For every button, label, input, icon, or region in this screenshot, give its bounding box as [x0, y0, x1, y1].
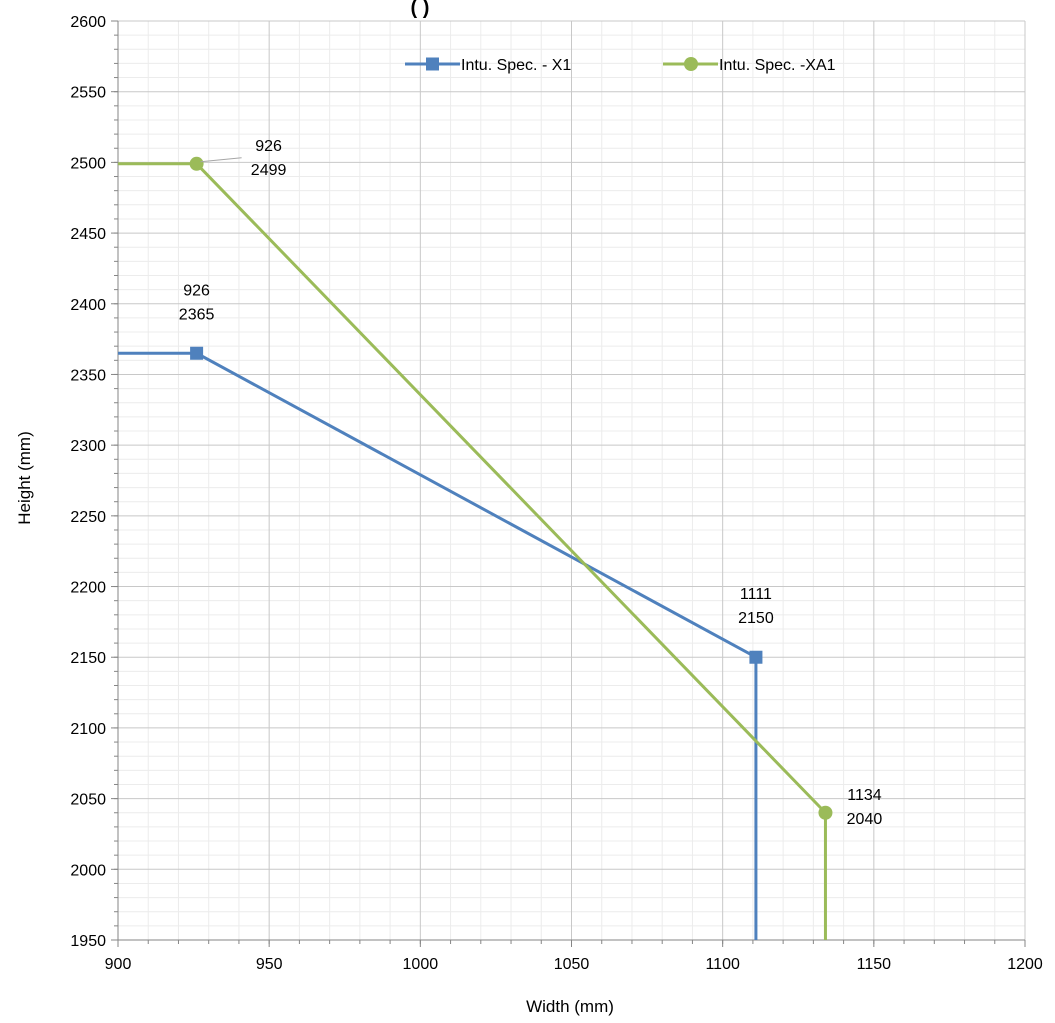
y-tick-label: 2400 [70, 297, 106, 314]
y-tick-label: 1950 [70, 933, 106, 950]
data-label: 1111 [740, 586, 772, 603]
legend-marker [684, 57, 698, 71]
x-tick-label: 950 [256, 956, 283, 973]
series-layer [118, 156, 833, 940]
data-labels: 926 2365 1111 2150 926 2499 1134 2040 [179, 138, 883, 828]
data-point-marker [818, 805, 833, 820]
data-label: 926 [255, 138, 282, 155]
legend-label: Intu. Spec. -XA1 [719, 57, 836, 74]
y-tick-label: 2450 [70, 226, 106, 243]
y-tick-label: 2250 [70, 509, 106, 526]
data-point-marker [190, 346, 204, 360]
data-label: 2365 [179, 306, 215, 323]
y-tick-label: 2100 [70, 721, 106, 738]
y-tick-label: 2050 [70, 792, 106, 809]
data-label: 2499 [251, 162, 287, 179]
y-tick-label: 2200 [70, 580, 106, 597]
axes: 1950 2000 2050 2100 2150 2200 2250 2300 2350 2400… [70, 14, 1042, 973]
y-tick-label: 2600 [70, 14, 106, 31]
x-tick-label: 900 [105, 956, 132, 973]
grid [117, 20, 1026, 941]
y-tick-label: 2350 [70, 367, 106, 384]
x-tick-label: 1000 [403, 956, 439, 973]
data-label: 926 [183, 282, 210, 299]
data-point-marker [189, 156, 204, 171]
y-tick-label: 2500 [70, 155, 106, 172]
x-tick-label: 1150 [857, 956, 892, 973]
series-line [118, 351, 758, 940]
legend: Intu. Spec. - X1 Intu. Spec. -XA1 [405, 57, 836, 74]
y-tick-label: 2550 [70, 85, 106, 102]
x-tick-label: 1200 [1007, 956, 1043, 973]
chart-title: ( ) [411, 0, 430, 19]
x-axis-title: Width (mm) [526, 997, 614, 1016]
data-label: 1134 [847, 787, 882, 804]
x-tick-label: 1050 [554, 956, 590, 973]
data-label: 2040 [847, 811, 883, 828]
legend-label: Intu. Spec. - X1 [461, 57, 571, 74]
label-leader-line [200, 157, 242, 163]
x-tick-label: 1100 [705, 956, 740, 973]
data-point-marker [749, 650, 763, 664]
y-tick-label: 2300 [70, 438, 106, 455]
y-tick-label: 2000 [70, 862, 106, 879]
y-tick-label: 2150 [70, 650, 106, 667]
legend-marker [426, 57, 439, 71]
series-line [118, 162, 827, 940]
y-axis-title: Height (mm) [15, 431, 34, 525]
data-label: 2150 [738, 610, 774, 627]
